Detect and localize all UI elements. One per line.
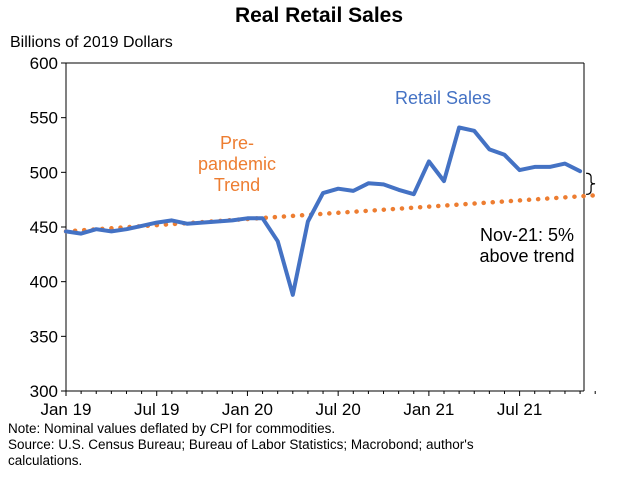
source-line: Source: U.S. Census Bureau; Bureau of La… bbox=[8, 437, 474, 452]
note-line: Note: Nominal values deflated by CPI for… bbox=[8, 421, 336, 436]
retail-sales-line bbox=[64, 125, 583, 297]
y-tick-label: 500 bbox=[30, 163, 58, 182]
x-tick-label: Jul 21 bbox=[497, 400, 542, 419]
y-tick-label: 300 bbox=[30, 382, 58, 401]
retail-sales-label: Retail Sales bbox=[395, 88, 491, 108]
axes: 300 350 400 450 500 550 600 Jan 19 Jul 19 Jan 20 J… bbox=[30, 54, 596, 419]
trend-series bbox=[63, 193, 598, 234]
y-tick-label: 550 bbox=[30, 109, 58, 128]
source-line-continued: calculations. bbox=[8, 453, 83, 468]
trend-label-line: pandemic bbox=[198, 154, 276, 174]
trend-line bbox=[63, 193, 598, 234]
gap-brace bbox=[586, 172, 596, 195]
chart-title: Real Retail Sales bbox=[234, 4, 404, 27]
callout-line: Nov-21: 5% bbox=[480, 225, 574, 245]
y-axis-units-label: Billions of 2019 Dollars bbox=[10, 34, 173, 51]
footnote: Note: Nominal values deflated by CPI for… bbox=[8, 421, 628, 469]
y-tick-label: 600 bbox=[30, 54, 58, 73]
x-tick-label: Jul 20 bbox=[315, 400, 360, 419]
y-tick-label: 350 bbox=[30, 327, 58, 346]
trend-label-line: Trend bbox=[214, 175, 260, 195]
x-tick-label: Jul 19 bbox=[134, 400, 179, 419]
callout-line: above trend bbox=[479, 246, 574, 266]
x-tick-label: Jan 21 bbox=[403, 400, 454, 419]
retail-sales-series bbox=[64, 125, 583, 297]
y-tick-label: 400 bbox=[30, 273, 58, 292]
y-tick-label: 450 bbox=[30, 218, 58, 237]
x-tick-label: Jan 20 bbox=[222, 400, 273, 419]
trend-label-line: Pre- bbox=[220, 133, 254, 153]
x-tick-label: Jan 19 bbox=[40, 400, 91, 419]
